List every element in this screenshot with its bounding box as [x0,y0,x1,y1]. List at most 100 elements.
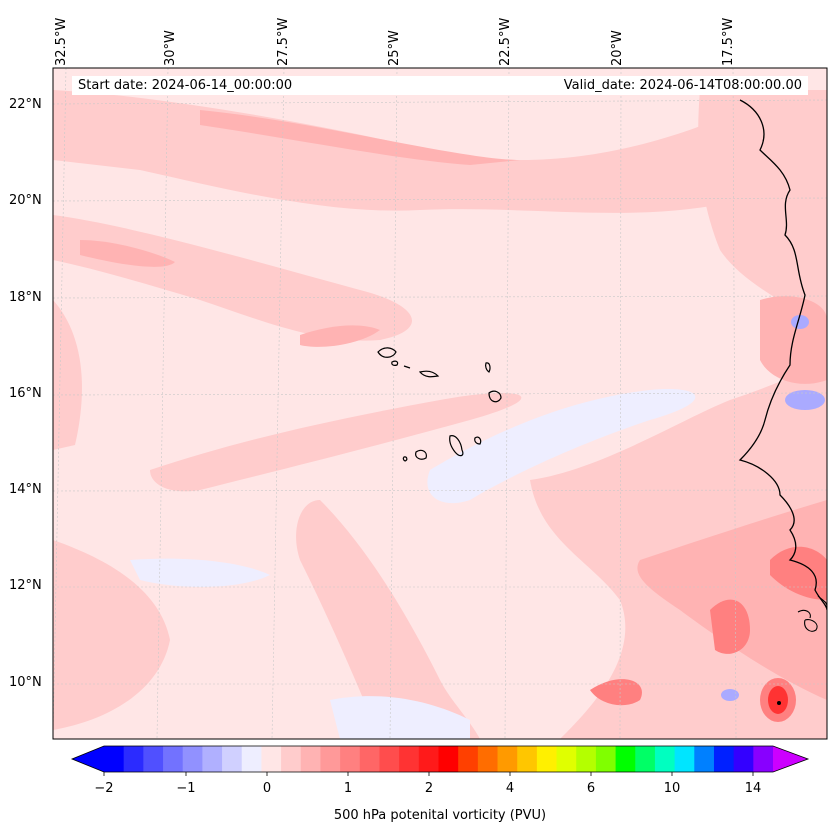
colorbar-tick-label: 0 [262,781,272,796]
lat-label: 16°N [9,386,42,401]
colorbar-segment [300,746,321,772]
pv-neg-west [130,558,270,587]
colorbar-segment [654,746,676,772]
colorbar-segment [163,746,184,772]
colorbar-segment [517,746,538,772]
island-santa-luzia [403,365,411,369]
lon-label: 32.5°W [54,17,69,66]
colorbar-segment [202,746,223,772]
parallel-line [53,392,827,396]
colorbar-segment [733,746,754,772]
colorbar-segment [615,746,636,772]
pv-band-20n [53,215,413,341]
colorbar-segment [340,746,361,772]
colorbar-segment [713,746,735,772]
colorbar-tick-label: −2 [94,781,114,796]
pv-blob-20n [80,240,175,267]
lat-label: 20°N [9,193,42,208]
colorbar-segment [222,746,243,772]
parallel-line [53,295,827,299]
island-fogo [415,449,427,460]
colorbar [70,745,810,776]
cape-verde-islands [377,347,502,462]
colorbar-tick-label: 1 [343,781,353,796]
colorbar-label: 500 hPa potenital vorticity (PVU) [333,808,547,823]
colorbar-segment [320,746,341,772]
pv-core-lowleft [590,679,642,706]
graticule [53,68,827,739]
island-brava [402,456,408,462]
island-boa-vista [488,390,502,403]
pv-neg-coast [785,390,825,410]
colorbar-segment [477,746,499,772]
colorbar-segment [281,746,302,772]
pv-region-diag [296,500,480,739]
colorbar-segment [458,746,479,772]
lon-label: 22.5°W [498,17,513,66]
pv-neg-south [330,696,470,739]
colorbar-segment [359,746,380,772]
colorbar-segment [438,746,459,772]
lon-label: 20°W [610,30,625,66]
colorbar-segment [576,746,597,772]
colorbar-tick-label: 10 [663,781,681,796]
lat-label: 18°N [9,290,42,305]
lon-label: 27.5°W [276,17,291,66]
colorbar-segment [143,746,164,772]
pv-core-coast [770,546,827,600]
island-sal [485,362,491,373]
island-santiago [449,435,464,457]
parallel-line [53,99,827,105]
colorbar-segment [399,746,420,772]
pv-band-north-core [200,110,520,165]
colorbar-segment [241,746,262,772]
colorbar-segment [123,746,144,772]
colorbar-segment [595,746,617,772]
lon-label: 17.5°W [721,17,736,66]
colorbar-tick-label: 2 [424,781,434,796]
island-santo-antao [377,347,397,358]
pv-band-central [150,392,522,492]
map-frame [52,67,828,740]
colorbar-tick-label: 14 [744,781,762,796]
lon-label: 25°W [387,30,402,66]
start-date-label: Start date: 2024-06-14_00:00:00 [72,76,808,95]
colorbar-segment [753,746,774,772]
pv-region-sw [53,540,170,730]
colorbar-tick-label: 4 [505,781,515,796]
colorbar-segment [674,746,695,772]
pv-neg-central [427,389,696,504]
colorbar-under-arrow [72,746,104,772]
parallel-line [53,197,827,202]
colorbar-segment [182,746,203,772]
lat-label: 14°N [9,482,42,497]
lat-label: 22°N [9,97,42,112]
pv-max-inner [768,686,788,714]
island-sao-nicolau [418,370,440,378]
colorbar-tick-label: −1 [176,781,196,796]
colorbar-segment [556,746,577,772]
pv-neg-south-2 [721,689,739,701]
pv-core-se [710,599,750,654]
pv-blob-17n [300,325,380,347]
colorbar-segment [497,746,518,772]
valid-date-label: Valid_date: 2024-06-14T08:00:00.00 [563,78,802,93]
island-maio [474,436,482,445]
lat-label: 12°N [9,578,42,593]
pv-band-west-18n [53,300,82,450]
colorbar-segment [694,746,715,772]
lat-label: 10°N [9,675,42,690]
pv-max-marker [777,701,781,705]
colorbar-segment [418,746,439,772]
colorbar-segment [104,746,125,772]
lon-label: 30°W [163,30,178,66]
colorbar-segment [379,746,400,772]
colorbar-segment [635,746,656,772]
pv-neg-coast-2 [791,315,809,329]
island-sao-vicente [391,360,399,366]
colorbar-segment [261,746,282,772]
coastline-africa [738,99,827,611]
colorbar-segment [536,746,558,772]
